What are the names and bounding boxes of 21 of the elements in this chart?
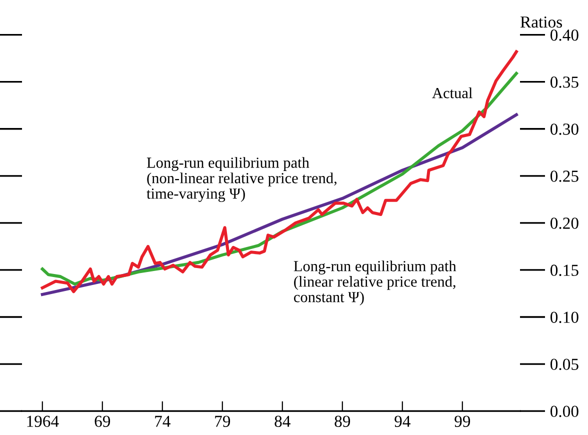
y-tick-label: 0.40 bbox=[550, 30, 578, 41]
y-tick-label: 0.30 bbox=[550, 124, 578, 135]
y-tick-label: 0.15 bbox=[550, 264, 578, 276]
y-tick-label: 0.20 bbox=[550, 218, 578, 229]
y-axis-title: Ratios bbox=[520, 16, 562, 28]
y-tick-label: 0.35 bbox=[550, 76, 578, 88]
text: Long-run equilibrium path (linear relative price trend, constant Ψ) bbox=[294, 260, 456, 306]
x-tick-label: 89 bbox=[334, 416, 350, 427]
x-tick-label: 84 bbox=[274, 416, 290, 427]
x-tick-label: 94 bbox=[394, 416, 410, 427]
x-tick-label: 69 bbox=[94, 416, 110, 427]
y-tick-label: 0.10 bbox=[550, 312, 578, 324]
series-label: Actual bbox=[432, 87, 472, 98]
y-tick-label: 0.25 bbox=[550, 170, 578, 182]
y-tick-label: 0.05 bbox=[550, 358, 578, 370]
x-tick-label: 74 bbox=[155, 416, 170, 427]
x-tick-label: 99 bbox=[454, 416, 470, 427]
x-tick-label: 1964 bbox=[27, 416, 59, 427]
x-tick-label: 79 bbox=[215, 416, 230, 427]
series-label: Long-run equilibrium path (non-linear relative price trend, time-varying Ψ) bbox=[146, 157, 336, 202]
y-tick-label: 0.00 bbox=[550, 406, 578, 418]
